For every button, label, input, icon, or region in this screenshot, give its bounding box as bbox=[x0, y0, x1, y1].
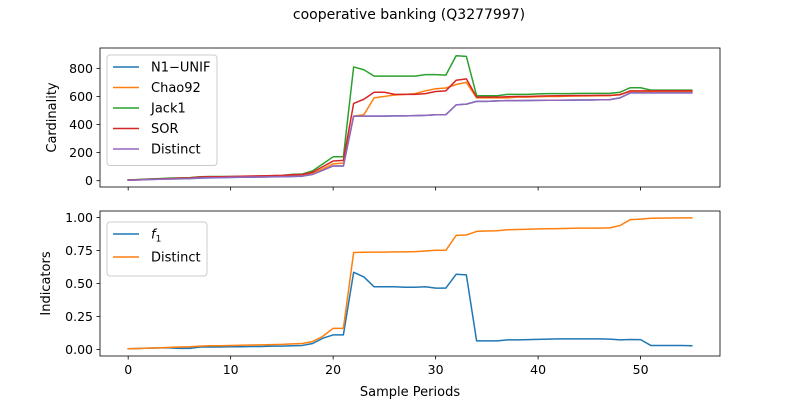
series-line-distinct bbox=[127, 92, 693, 182]
y-tick-label: 0.25 bbox=[65, 309, 93, 324]
legend-label-subscript: 1 bbox=[156, 235, 162, 245]
series-line-sor bbox=[127, 78, 693, 181]
legend-label: Jack1 bbox=[150, 102, 186, 117]
series-line-f1 bbox=[127, 271, 693, 350]
y-tick-label: 0.50 bbox=[65, 276, 93, 291]
y-axis-label: Indicators bbox=[39, 251, 54, 315]
legend-label: N1−UNIF bbox=[151, 61, 210, 76]
series-line-distinct bbox=[127, 217, 693, 350]
legend-label: SOR bbox=[151, 122, 179, 137]
legend-label: Distinct bbox=[151, 143, 201, 158]
indicators-panel: 0.00 0.25 0.50 0.75 1.00 0 10 20 30 40 50 Indicator… bbox=[39, 210, 721, 400]
legend-box bbox=[106, 54, 218, 166]
y-tick-label: 800 bbox=[69, 61, 93, 76]
x-axis-label: Sample Periods bbox=[360, 385, 460, 400]
y-tick-label: 0.00 bbox=[65, 342, 93, 357]
x-tick-label: 0 bbox=[124, 362, 132, 377]
x-tick-label: 40 bbox=[530, 362, 546, 377]
legend-label: f1 bbox=[151, 228, 161, 245]
axes-frame bbox=[99, 47, 721, 188]
legend: N1−UNIF Chao92 Jack1 SOR Distinct bbox=[106, 54, 218, 166]
x-tick-label: 50 bbox=[633, 362, 649, 377]
cardinality-panel: 0 200 400 600 800 Cardinality N1−UNIF Chao92 Jac… bbox=[45, 47, 721, 191]
legend: f1 Distinct bbox=[106, 221, 208, 277]
y-axis-label: Cardinality bbox=[45, 82, 60, 153]
y-tick-label: 200 bbox=[69, 145, 93, 160]
x-tick-label: 30 bbox=[428, 362, 444, 377]
legend-box bbox=[106, 221, 208, 277]
legend-label: Distinct bbox=[151, 251, 201, 266]
y-tick-label: 0 bbox=[85, 173, 93, 188]
y-tick-label: 1.00 bbox=[65, 210, 93, 225]
legend-label-main: f bbox=[151, 228, 158, 243]
x-tick-label: 20 bbox=[325, 362, 341, 377]
legend-label: Chao92 bbox=[151, 81, 201, 96]
figure-title: cooperative banking (Q3277997) bbox=[293, 7, 525, 23]
x-tick-label: 10 bbox=[223, 362, 239, 377]
y-tick-label: 400 bbox=[69, 117, 93, 132]
y-tick-label: 0.75 bbox=[65, 243, 93, 258]
y-tick-label: 600 bbox=[69, 89, 93, 104]
